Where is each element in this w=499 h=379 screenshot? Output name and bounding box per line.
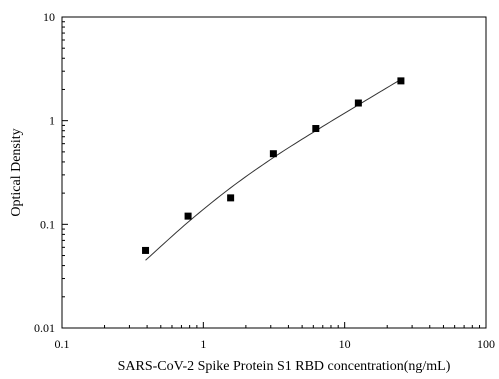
data-points-layer bbox=[142, 77, 405, 254]
data-point bbox=[397, 77, 405, 85]
x-tick-label: 10 bbox=[339, 337, 351, 351]
data-point bbox=[269, 150, 277, 158]
x-tick-label: 1 bbox=[200, 337, 206, 351]
y-tick-label: 1 bbox=[49, 114, 55, 128]
y-tick-label: 0.01 bbox=[34, 321, 55, 335]
y-axis-label: Optical Density bbox=[9, 128, 24, 216]
x-tick-labels: 0.1 1 10 100 bbox=[55, 337, 496, 351]
data-point bbox=[142, 246, 150, 254]
fit-curve-line bbox=[145, 78, 402, 261]
y-tick-label: 10 bbox=[43, 10, 55, 24]
data-point bbox=[354, 99, 362, 107]
data-point bbox=[312, 125, 320, 133]
x-tick-label: 0.1 bbox=[55, 337, 70, 351]
x-tick-label: 100 bbox=[477, 337, 495, 351]
fit-curve-layer bbox=[145, 78, 402, 261]
plot-axes bbox=[61, 16, 487, 329]
data-point bbox=[227, 194, 235, 202]
x-axis-label: SARS-CoV-2 Spike Protein S1 RBD concentr… bbox=[118, 359, 451, 374]
plot-frame bbox=[61, 16, 487, 329]
y-tick-label: 0.1 bbox=[40, 217, 55, 231]
data-point bbox=[184, 212, 192, 220]
y-tick-labels: 0.01 0.1 1 10 bbox=[34, 10, 55, 335]
